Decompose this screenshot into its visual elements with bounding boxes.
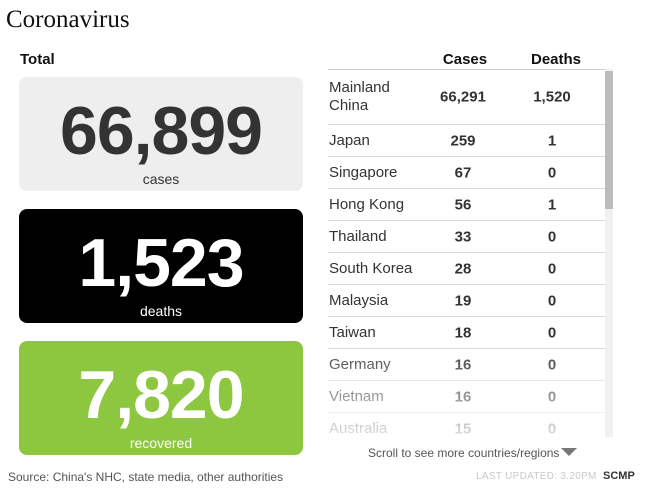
table-row: Vietnam 16 0 (328, 381, 613, 413)
page-title: Coronavirus (6, 6, 130, 33)
table-row: Japan 259 1 (328, 125, 613, 157)
country-deaths: 0 (547, 292, 557, 309)
country-deaths: 0 (547, 356, 557, 373)
country-name: Australia (329, 419, 388, 437)
table-row: South Korea 28 0 (328, 253, 613, 285)
country-deaths: 0 (547, 388, 557, 405)
country-deaths: 1 (547, 196, 557, 213)
country-cases: 16 (454, 388, 472, 405)
scrollbar-thumb[interactable] (605, 71, 613, 209)
recovered-card: 7,820 recovered (19, 341, 303, 455)
deaths-card: 1,523 deaths (19, 209, 303, 323)
country-name: Germany (329, 355, 391, 373)
deaths-total-label: deaths (139, 303, 183, 319)
table-scrollbar[interactable] (605, 69, 613, 437)
table-row: Thailand 33 0 (328, 221, 613, 253)
country-deaths: 1 (547, 132, 557, 149)
country-name: Taiwan (329, 323, 376, 341)
country-deaths: 1,520 (533, 88, 571, 106)
column-header-deaths: Deaths (530, 51, 582, 68)
last-updated-text: LAST UPDATED: 3.20PM (476, 471, 597, 482)
country-cases: 28 (454, 260, 472, 277)
table-row: Germany 16 0 (328, 349, 613, 381)
brand-logo: SCMP (603, 470, 635, 482)
table-row: Mainland China 66,291 1,520 (328, 70, 613, 125)
country-cases: 19 (454, 292, 472, 309)
column-header-cases: Cases (442, 51, 488, 68)
country-deaths: 0 (547, 228, 557, 245)
country-cases: 66,291 (440, 88, 486, 106)
country-table[interactable]: Mainland China 66,291 1,520 Japan 259 1 … (328, 69, 613, 438)
deaths-total-value: 1,523 (78, 225, 244, 301)
table-row: Australia 15 0 (328, 413, 613, 438)
cases-total-value: 66,899 (60, 93, 263, 169)
country-name: Vietnam (329, 387, 384, 405)
country-name: Mainland China (329, 79, 390, 114)
country-cases: 16 (454, 356, 472, 373)
total-label: Total (20, 51, 55, 68)
table-row: Hong Kong 56 1 (328, 189, 613, 221)
table-row: Taiwan 18 0 (328, 317, 613, 349)
country-deaths: 0 (547, 164, 557, 181)
country-cases: 56 (454, 196, 472, 213)
country-deaths: 0 (547, 324, 557, 341)
country-deaths: 0 (547, 260, 557, 277)
country-name: South Korea (329, 259, 413, 277)
chevron-down-icon[interactable] (561, 448, 577, 456)
recovered-total-label: recovered (129, 435, 193, 451)
country-name: Malaysia (329, 291, 389, 309)
table-row: Malaysia 19 0 (328, 285, 613, 317)
cases-total-label: cases (142, 171, 180, 187)
country-cases: 33 (454, 228, 472, 245)
source-text: Source: China's NHC, state media, other … (8, 470, 284, 484)
scroll-hint-text: Scroll to see more countries/regions (368, 446, 560, 460)
country-name: Singapore (329, 163, 398, 181)
country-cases: 259 (450, 132, 476, 149)
country-name: Japan (329, 131, 370, 149)
country-deaths: 0 (547, 420, 557, 437)
table-row: Singapore 67 0 (328, 157, 613, 189)
country-cases: 67 (454, 164, 472, 181)
cases-card: 66,899 cases (19, 77, 303, 191)
country-cases: 15 (454, 420, 472, 437)
recovered-total-value: 7,820 (78, 357, 244, 433)
country-name: Thailand (329, 227, 387, 245)
country-name: Hong Kong (329, 195, 405, 213)
country-cases: 18 (454, 324, 472, 341)
